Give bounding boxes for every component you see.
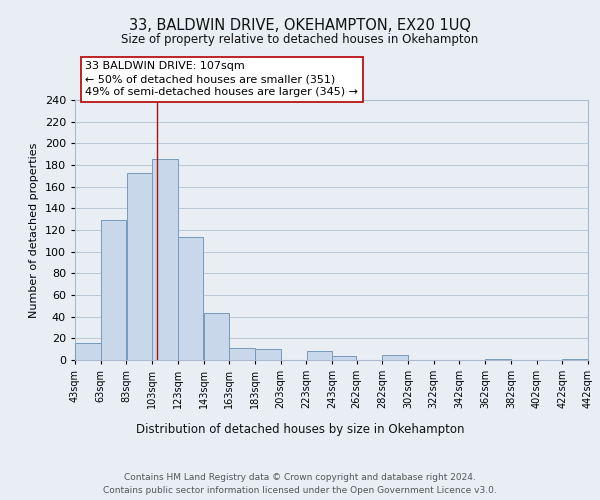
Bar	[229, 348, 255, 360]
Bar	[152, 158, 178, 360]
Bar	[332, 356, 356, 360]
Text: Distribution of detached houses by size in Okehampton: Distribution of detached houses by size …	[136, 422, 464, 436]
Bar	[307, 352, 332, 360]
Bar	[204, 314, 229, 360]
Bar	[101, 220, 126, 360]
Bar	[562, 359, 588, 360]
Bar	[178, 236, 203, 360]
Text: 33, BALDWIN DRIVE, OKEHAMPTON, EX20 1UQ: 33, BALDWIN DRIVE, OKEHAMPTON, EX20 1UQ	[129, 18, 471, 32]
Bar	[75, 342, 101, 360]
Bar	[127, 172, 152, 360]
Bar	[485, 359, 511, 360]
Text: Size of property relative to detached houses in Okehampton: Size of property relative to detached ho…	[121, 32, 479, 46]
Bar	[255, 349, 281, 360]
Text: Contains HM Land Registry data © Crown copyright and database right 2024.
Contai: Contains HM Land Registry data © Crown c…	[103, 474, 497, 495]
Bar	[382, 354, 408, 360]
Y-axis label: Number of detached properties: Number of detached properties	[29, 142, 39, 318]
Text: 33 BALDWIN DRIVE: 107sqm
← 50% of detached houses are smaller (351)
49% of semi-: 33 BALDWIN DRIVE: 107sqm ← 50% of detach…	[85, 61, 358, 98]
